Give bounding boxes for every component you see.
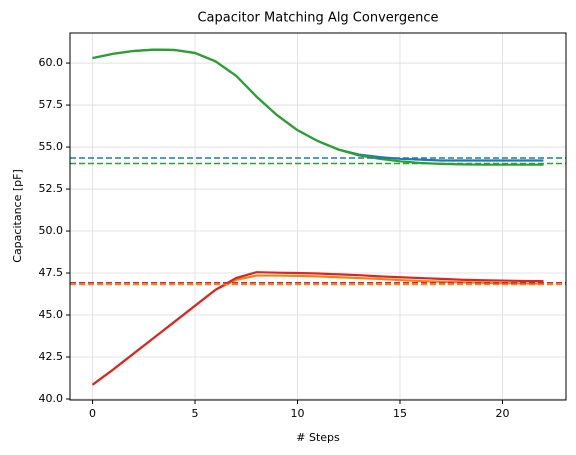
y-tick-label: 42.5 xyxy=(39,350,64,363)
y-tick-label: 60.0 xyxy=(39,56,64,69)
series-line xyxy=(91,271,544,386)
series-line xyxy=(92,48,544,166)
plot-frame xyxy=(69,32,567,401)
y-tick-label: 57.5 xyxy=(39,98,64,111)
x-tick-label: 10 xyxy=(291,407,305,420)
x-tick-label: 0 xyxy=(89,407,96,420)
y-axis-label: Capacitance [pF] xyxy=(11,169,24,262)
x-axis-label: # Steps xyxy=(296,431,340,444)
x-tick-label: 20 xyxy=(495,407,509,420)
chart-title: Capacitor Matching Alg Convergence xyxy=(197,11,438,26)
x-tick-label: 5 xyxy=(192,407,199,420)
y-tick-label: 55.0 xyxy=(39,140,64,153)
series-line xyxy=(91,274,544,386)
y-tick-label: 50.0 xyxy=(39,224,64,237)
y-tick-label: 47.5 xyxy=(39,266,64,279)
y-tick-label: 40.0 xyxy=(39,392,64,405)
x-tick-label: 15 xyxy=(393,407,407,420)
y-tick-label: 52.5 xyxy=(39,182,64,195)
y-tick-label: 45.0 xyxy=(39,308,64,321)
